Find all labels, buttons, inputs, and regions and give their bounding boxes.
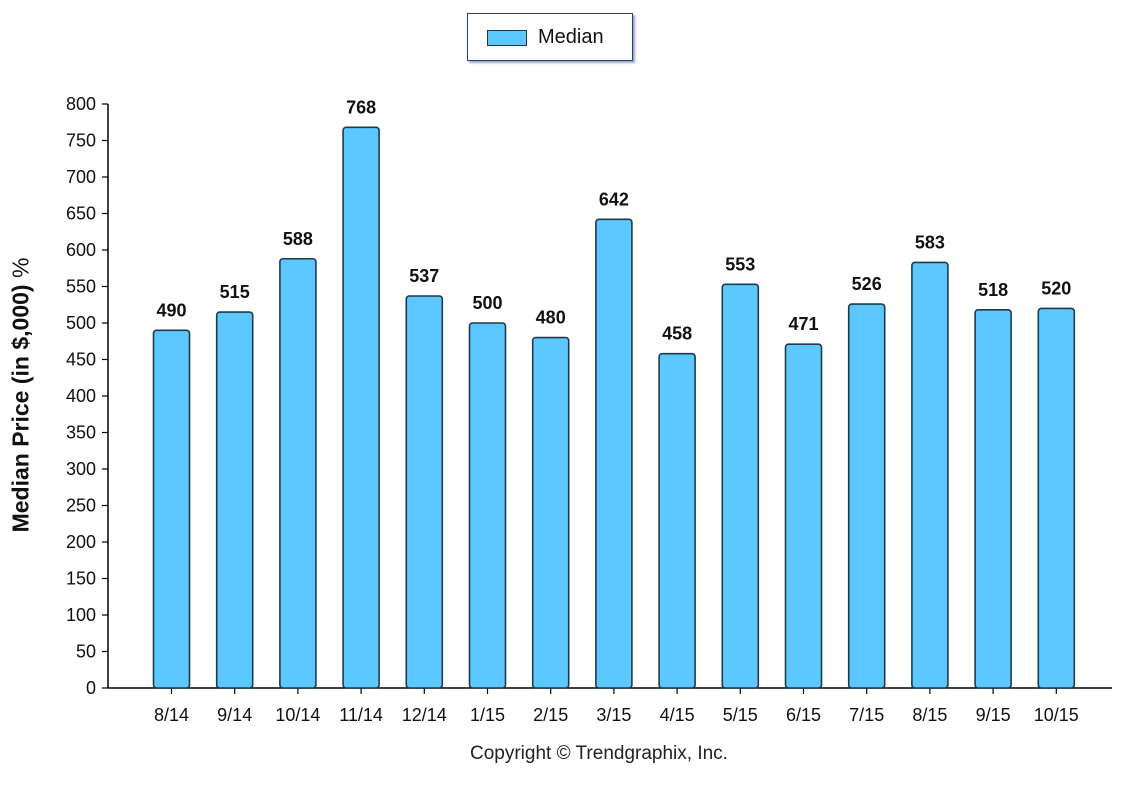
x-tick-label: 1/15 [470, 705, 505, 725]
bar [1037, 307, 1076, 689]
bar [405, 295, 444, 689]
data-labels: 490 515 588 768 537 500 480 642 458 553 471 526 583 5… [156, 97, 1071, 343]
legend: Median [467, 13, 633, 61]
data-label: 515 [220, 282, 250, 302]
x-tick-label: 4/15 [660, 705, 695, 725]
bar [342, 126, 380, 689]
x-tick-label: 2/15 [533, 705, 568, 725]
x-tick-label: 3/15 [596, 705, 631, 725]
bar [658, 352, 696, 689]
data-label: 480 [536, 308, 566, 328]
x-tick-label: 7/15 [849, 705, 884, 725]
legend-label-median: Median [538, 26, 604, 48]
y-tick-label: 250 [66, 496, 96, 516]
bar [721, 283, 760, 689]
data-label: 490 [156, 300, 186, 320]
x-tick-label: 6/15 [786, 705, 821, 725]
y-tick-label: 550 [66, 277, 96, 297]
x-tick-label: 8/14 [154, 705, 189, 725]
bar [468, 322, 507, 689]
data-label: 520 [1041, 278, 1071, 298]
data-label: 553 [725, 254, 755, 274]
data-label: 526 [852, 274, 882, 294]
x-tick-label: 11/14 [339, 705, 383, 725]
data-label: 642 [599, 189, 629, 209]
x-axis: 8/14 9/14 10/14 11/14 12/14 1/15 2/15 3/15 4/15 5… [108, 687, 1112, 725]
x-tick-label: 5/15 [723, 705, 758, 725]
y-tick-label: 350 [66, 423, 96, 443]
data-label: 537 [409, 266, 439, 286]
bar [152, 329, 191, 689]
copyright-text: Copyright © Trendgraphix, Inc. [470, 743, 728, 764]
y-tick-label: 100 [66, 605, 96, 625]
bar [595, 218, 633, 689]
y-axis-title: Median Price (in $,000) % [8, 258, 35, 533]
y-axis-title-suffix: % [7, 257, 34, 279]
legend-swatch-median [487, 30, 527, 46]
y-tick-label: 300 [66, 459, 96, 479]
x-tick-label: 12/14 [402, 705, 447, 725]
y-axis: 0 50 100 150 200 250 300 350 400 450 500 550 600 650 7… [66, 94, 109, 698]
y-tick-label: 150 [66, 569, 96, 589]
data-label: 518 [978, 280, 1008, 300]
data-label: 458 [662, 324, 692, 344]
y-tick-label: 200 [66, 532, 96, 552]
bar [911, 261, 949, 689]
x-tick-label: 10/15 [1034, 705, 1079, 725]
y-tick-label: 800 [66, 94, 96, 114]
bar [531, 336, 570, 689]
data-label: 583 [915, 232, 945, 252]
data-label: 500 [472, 293, 502, 313]
x-tick-label: 9/15 [976, 705, 1011, 725]
x-tick-label: 8/15 [912, 705, 947, 725]
data-label: 588 [283, 229, 313, 249]
x-tick-label: 9/14 [217, 705, 252, 725]
y-tick-label: 500 [66, 313, 96, 333]
x-tick-label: 10/14 [275, 705, 320, 725]
y-tick-label: 450 [66, 350, 96, 370]
data-label: 471 [788, 314, 818, 334]
data-label: 768 [346, 97, 376, 117]
y-tick-label: 600 [66, 240, 96, 260]
y-tick-label: 650 [66, 204, 96, 224]
bar [784, 343, 823, 689]
y-tick-label: 750 [66, 131, 96, 151]
y-tick-label: 0 [86, 678, 96, 698]
bar [215, 311, 254, 689]
bar [279, 257, 317, 689]
y-axis-title-text: Median Price (in $,000) [7, 284, 34, 533]
bar [847, 303, 886, 689]
y-tick-label: 400 [66, 386, 96, 406]
bar-series-median [152, 126, 1076, 689]
bar [974, 309, 1012, 689]
y-tick-label: 700 [66, 167, 96, 187]
y-tick-label: 50 [76, 642, 96, 662]
